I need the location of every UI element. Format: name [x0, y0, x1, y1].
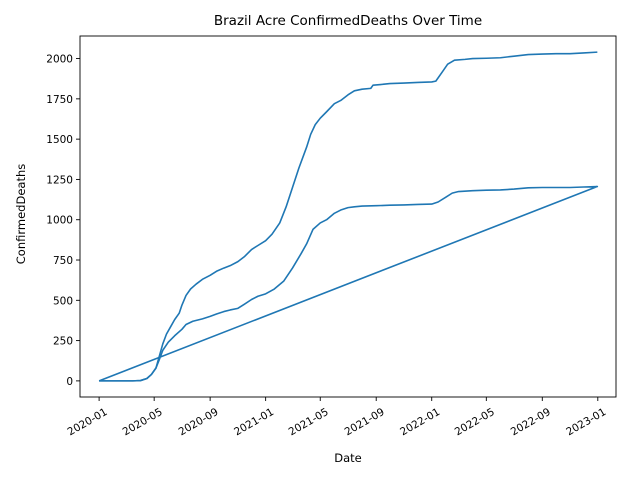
x-axis-label: Date [334, 451, 362, 465]
y-tick-label: 250 [53, 336, 73, 348]
series-line-2 [98, 185, 599, 382]
x-tick-label: 2022-01 [398, 406, 442, 438]
x-tick-label: 2021-01 [232, 406, 276, 438]
y-tick-label: 2000 [46, 54, 73, 66]
x-tick-label: 2022-09 [509, 406, 553, 438]
y-tick-label: 750 [53, 255, 73, 267]
x-tick-label: 2022-05 [453, 406, 497, 438]
plot-area-frame [79, 35, 617, 398]
x-tick-label: 2021-09 [343, 406, 387, 438]
x-axis-ticks: 2020-01 2020-05 2020-09 2021-01 2021-05 2021-… [66, 397, 608, 438]
y-tick-label: 1500 [46, 134, 73, 146]
y-tick-label: 1250 [46, 174, 73, 186]
y-tick-label: 500 [53, 295, 73, 307]
x-tick-label: 2020-01 [66, 406, 110, 438]
y-tick-label: 0 [66, 376, 73, 388]
series-group [98, 51, 599, 382]
y-axis-label: ConfirmedDeaths [14, 164, 28, 264]
y-tick-label: 1750 [46, 94, 73, 106]
y-tick-label: 1000 [46, 215, 73, 227]
chart-title: Brazil Acre ConfirmedDeaths Over Time [214, 13, 482, 29]
x-tick-label: 2023-01 [564, 406, 608, 438]
series-line-1 [99, 51, 598, 382]
x-tick-label: 2020-05 [121, 406, 165, 438]
x-tick-label: 2021-05 [287, 406, 331, 438]
x-tick-label: 2020-09 [177, 406, 221, 438]
y-axis-ticks: 0 250 500 750 1000 1250 1500 1750 2000 [46, 54, 80, 388]
